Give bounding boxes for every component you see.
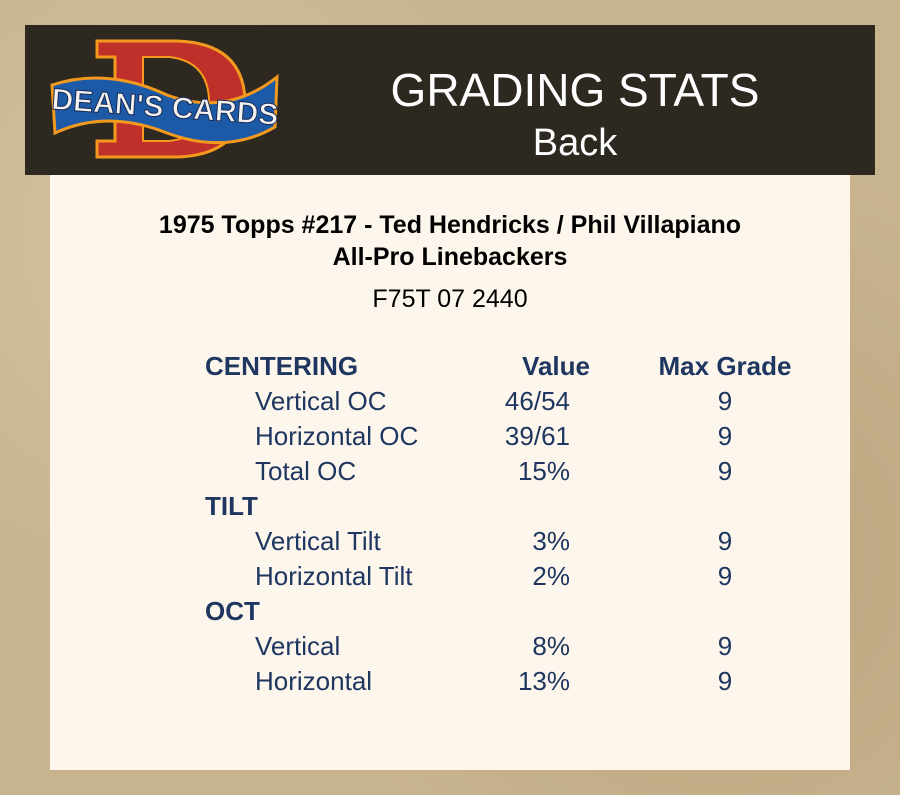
row-max-grade: 9: [717, 526, 733, 556]
row-value: 39/61: [504, 421, 570, 451]
row-max-grade: 9: [717, 666, 733, 696]
section-label: OCT: [205, 596, 260, 626]
value-header: Value: [522, 351, 590, 381]
table-row: Horizontal 13% 9: [50, 666, 850, 698]
row-label: Vertical OC: [255, 386, 387, 416]
card-code: F75T 07 2440: [372, 285, 528, 313]
row-value: 3%: [532, 526, 570, 556]
row-max-grade: 9: [717, 631, 733, 661]
row-label: Vertical: [255, 631, 341, 661]
row-label: Horizontal Tilt: [255, 561, 413, 591]
row-label: Vertical Tilt: [255, 526, 381, 556]
row-value: 8%: [532, 631, 570, 661]
row-label: Horizontal: [255, 666, 373, 696]
stats-panel: 1975 Topps #217 - Ted Hendricks / Phil V…: [50, 175, 850, 770]
card-subtitle: All-Pro Linebackers: [332, 243, 568, 271]
row-value: 13%: [517, 666, 570, 696]
section-row: TILT: [50, 491, 850, 523]
table-row: Vertical 8% 9: [50, 631, 850, 663]
section-row: OCT: [50, 596, 850, 628]
section-label: TILT: [205, 491, 258, 521]
deans-cards-logo: DEAN'S CARDS: [50, 39, 280, 159]
row-max-grade: 9: [717, 421, 733, 451]
page-subtitle: Back: [532, 122, 618, 164]
row-label: Total OC: [255, 456, 357, 486]
table-row: Vertical Tilt 3% 9: [50, 526, 850, 558]
section-label: CENTERING: [205, 351, 359, 381]
page-title: GRADING STATS: [390, 64, 760, 116]
header: DEAN'S CARDS GRADING STATS Back: [25, 25, 875, 175]
section-row: CENTERING Value Max Grade: [50, 351, 850, 383]
row-value: 2%: [532, 561, 570, 591]
max-grade-header: Max Grade: [658, 351, 792, 381]
row-max-grade: 9: [717, 561, 733, 591]
table-row: Total OC 15% 9: [50, 456, 850, 488]
row-max-grade: 9: [717, 386, 733, 416]
table-row: Vertical OC 46/54 9: [50, 386, 850, 418]
row-label: Horizontal OC: [255, 421, 419, 451]
row-value: 15%: [517, 456, 570, 486]
table-row: Horizontal OC 39/61 9: [50, 421, 850, 453]
table-row: Horizontal Tilt 2% 9: [50, 561, 850, 593]
row-max-grade: 9: [717, 456, 733, 486]
card-title: 1975 Topps #217 - Ted Hendricks / Phil V…: [158, 211, 742, 239]
row-value: 46/54: [504, 386, 570, 416]
